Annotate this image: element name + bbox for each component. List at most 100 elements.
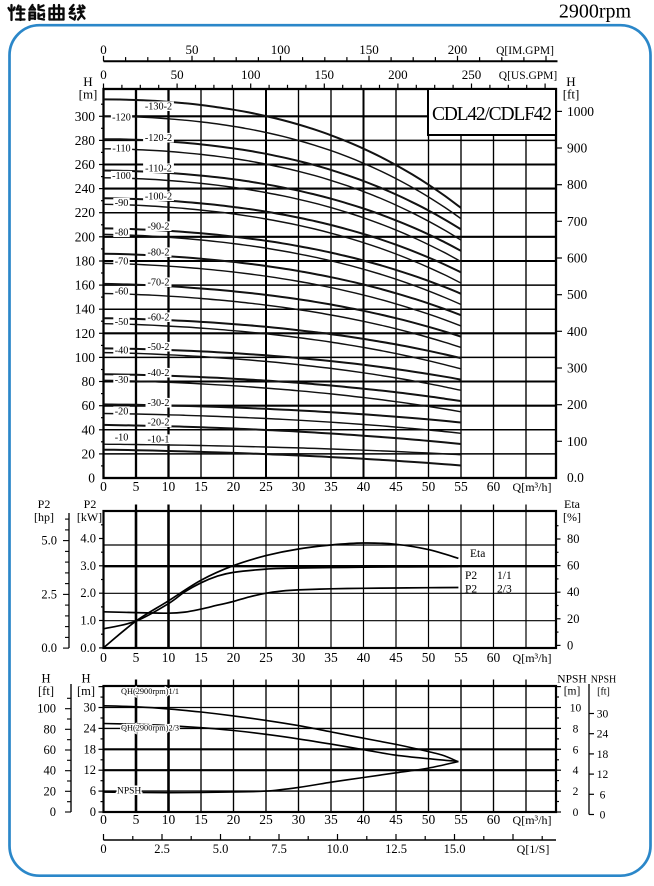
svg-text:40: 40 [357,650,371,665]
svg-text:8: 8 [573,723,579,735]
svg-text:P2: P2 [465,584,477,596]
svg-text:6: 6 [90,784,96,798]
svg-text:20: 20 [44,784,57,798]
svg-text:5: 5 [133,650,140,665]
svg-text:60: 60 [487,650,501,665]
svg-text:0: 0 [100,67,107,82]
svg-text:25: 25 [259,650,273,665]
svg-text:0: 0 [100,650,107,665]
svg-text:Eta: Eta [564,497,581,511]
svg-text:800: 800 [567,177,588,192]
svg-text:[kW]: [kW] [77,510,102,524]
svg-text:0: 0 [100,479,107,494]
svg-text:10.0: 10.0 [327,842,349,856]
svg-text:Q[m³/h]: Q[m³/h] [513,813,552,827]
svg-text:30: 30 [292,812,306,827]
svg-text:-10: -10 [115,432,129,443]
svg-text:24: 24 [84,721,97,735]
svg-text:-70-2: -70-2 [147,277,169,288]
svg-text:3.0: 3.0 [80,559,96,573]
svg-text:180: 180 [75,254,96,269]
svg-text:[m]: [m] [77,684,95,698]
svg-text:80: 80 [44,722,57,736]
svg-text:35: 35 [324,650,338,665]
svg-text:H: H [41,672,50,686]
svg-text:100: 100 [37,702,56,716]
svg-text:5.0: 5.0 [41,534,57,548]
svg-text:[%]: [%] [563,510,581,524]
svg-text:P2: P2 [84,497,97,511]
svg-text:0: 0 [600,810,606,822]
svg-text:240: 240 [75,181,96,196]
svg-text:24: 24 [597,729,609,741]
svg-text:18: 18 [597,749,609,761]
svg-text:50: 50 [186,42,199,57]
svg-text:120: 120 [75,326,96,341]
svg-text:-10-1: -10-1 [147,434,169,445]
svg-text:55: 55 [454,812,468,827]
svg-text:-80-2: -80-2 [147,247,169,258]
svg-text:40: 40 [357,479,371,494]
svg-text:15: 15 [194,650,208,665]
svg-text:30: 30 [84,701,97,715]
svg-text:-60-2: -60-2 [147,312,169,323]
svg-text:-130-2: -130-2 [145,101,172,112]
svg-text:-110: -110 [112,143,130,154]
svg-text:40: 40 [44,764,57,778]
svg-text:Eta: Eta [470,548,485,560]
svg-text:0: 0 [88,471,95,486]
svg-text:20: 20 [227,812,241,827]
svg-text:[ft]: [ft] [597,687,610,698]
svg-text:2: 2 [573,786,579,798]
svg-text:160: 160 [75,278,96,293]
svg-text:250: 250 [462,67,482,82]
svg-text:25: 25 [259,812,273,827]
svg-text:-20: -20 [115,406,129,417]
svg-text:20: 20 [567,612,580,626]
svg-text:1000: 1000 [567,104,594,119]
svg-text:0.0: 0.0 [567,470,584,485]
svg-text:50: 50 [171,67,184,82]
svg-text:100: 100 [241,67,261,82]
svg-text:[m]: [m] [564,686,581,698]
svg-text:200: 200 [388,67,408,82]
svg-text:15: 15 [194,812,208,827]
svg-text:2/3: 2/3 [497,584,512,596]
svg-text:60: 60 [567,559,580,573]
svg-text:4.0: 4.0 [80,532,96,546]
svg-text:40: 40 [357,812,371,827]
svg-text:900: 900 [567,141,588,156]
svg-text:50: 50 [422,479,436,494]
svg-text:400: 400 [567,324,588,339]
svg-text:-30: -30 [115,375,129,386]
svg-text:H: H [81,672,90,686]
svg-text:0.0: 0.0 [80,641,96,655]
svg-text:Q[m³/h]: Q[m³/h] [513,651,552,665]
svg-text:-40-2: -40-2 [147,368,169,379]
svg-text:10: 10 [162,812,176,827]
svg-text:20: 20 [227,479,241,494]
svg-text:260: 260 [75,157,96,172]
svg-text:300: 300 [75,109,96,124]
svg-text:55: 55 [454,650,468,665]
svg-text:QH(2900rpm)1/1: QH(2900rpm)1/1 [121,687,179,696]
svg-text:80: 80 [567,532,580,546]
svg-text:[hp]: [hp] [34,510,54,524]
svg-text:5: 5 [133,479,140,494]
svg-text:150: 150 [315,67,335,82]
svg-text:10: 10 [162,479,176,494]
svg-text:2.5: 2.5 [41,587,57,601]
svg-text:45: 45 [389,650,403,665]
svg-text:-120-2: -120-2 [145,133,172,144]
svg-text:10: 10 [162,650,176,665]
svg-text:300: 300 [567,361,588,376]
svg-text:0.0: 0.0 [41,641,57,655]
svg-text:60: 60 [487,479,501,494]
svg-text:35: 35 [324,479,338,494]
svg-text:60: 60 [487,812,501,827]
svg-text:2.5: 2.5 [154,842,170,856]
svg-text:0: 0 [567,638,573,652]
svg-text:25: 25 [259,479,273,494]
svg-text:-100-2: -100-2 [145,191,172,202]
svg-text:H: H [83,74,92,89]
